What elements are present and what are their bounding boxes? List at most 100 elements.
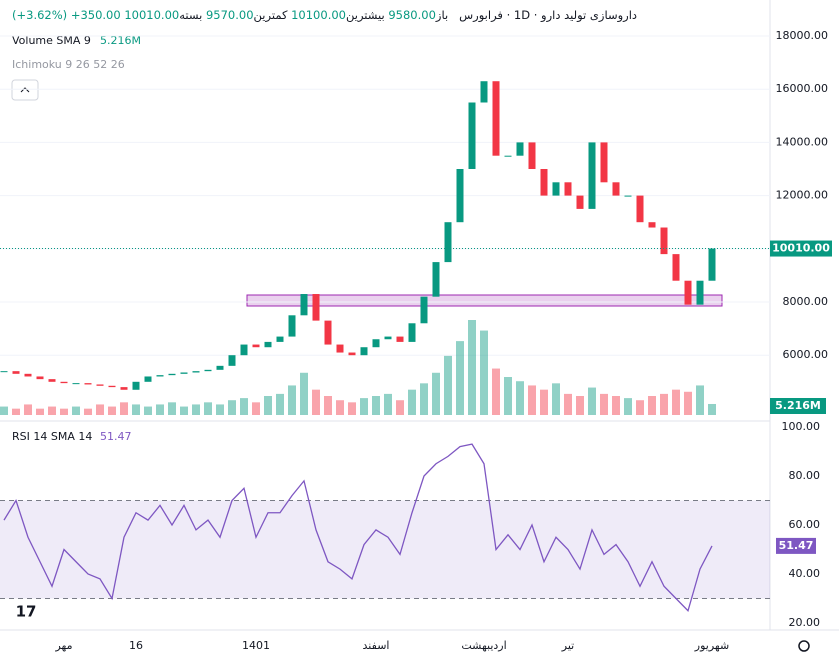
last-price-label: 10010.00 bbox=[772, 242, 830, 255]
x-tick-label: 1401 bbox=[242, 639, 270, 652]
volume-bar bbox=[528, 385, 536, 415]
change: +350.00 bbox=[70, 8, 121, 22]
candle bbox=[540, 169, 548, 196]
candle bbox=[504, 155, 512, 157]
volume-bar bbox=[492, 368, 500, 415]
volume-bar bbox=[468, 320, 476, 415]
candle bbox=[192, 371, 200, 373]
interval: 1D bbox=[513, 8, 531, 22]
candle bbox=[564, 182, 572, 196]
candle bbox=[396, 336, 404, 342]
volume-bar bbox=[336, 400, 344, 415]
volume-bar bbox=[672, 389, 680, 415]
collapse-button[interactable] bbox=[11, 79, 39, 101]
rsi-tag bbox=[776, 537, 816, 554]
open-label: باز bbox=[435, 8, 449, 22]
candle bbox=[420, 296, 428, 324]
volume-bar bbox=[420, 383, 428, 415]
volume-bar bbox=[360, 398, 368, 415]
candle bbox=[384, 336, 392, 340]
volume-bar bbox=[216, 404, 224, 415]
volume-bar bbox=[156, 404, 164, 415]
volume-bar bbox=[192, 404, 200, 415]
volume-tag bbox=[770, 398, 826, 414]
candle bbox=[336, 344, 344, 353]
candle bbox=[216, 365, 224, 370]
volume-bar bbox=[240, 398, 248, 415]
candle bbox=[672, 254, 680, 281]
candle bbox=[468, 102, 476, 169]
candle bbox=[156, 375, 164, 377]
candle bbox=[252, 344, 260, 348]
legend-header: داروسازی تولید دارو · 1D · فرابورس باز95… bbox=[12, 8, 638, 22]
rsi-last: 51.47 bbox=[100, 430, 132, 443]
candle bbox=[300, 294, 308, 316]
volume-bar bbox=[132, 404, 140, 415]
logo-mark: 𝟭𝟳 bbox=[16, 603, 37, 621]
volume-bar bbox=[456, 341, 464, 415]
low-label: کمترین bbox=[253, 8, 288, 22]
candle bbox=[96, 384, 104, 386]
y-tick-label: 20.00 bbox=[789, 616, 821, 629]
x-tick-label: 16 bbox=[129, 639, 143, 652]
rsi-label: RSI 14 SMA 14 bbox=[12, 430, 92, 443]
candle bbox=[276, 336, 284, 342]
volume-bar bbox=[696, 385, 704, 415]
candle bbox=[552, 182, 560, 196]
volume-bar bbox=[24, 404, 32, 415]
y-tick-label: 6000.00 bbox=[783, 348, 829, 361]
open: 9580.00 bbox=[388, 8, 436, 22]
candle bbox=[528, 142, 536, 169]
volume-bar bbox=[660, 393, 668, 415]
volume-bar bbox=[180, 406, 188, 415]
symbol-name: داروسازی تولید دارو bbox=[541, 8, 638, 22]
volume-bar bbox=[264, 396, 272, 415]
candle bbox=[600, 142, 608, 183]
volume-bar bbox=[444, 355, 452, 415]
volume-bar bbox=[516, 381, 524, 415]
candle bbox=[60, 381, 68, 384]
candle bbox=[204, 369, 212, 372]
settings-icon[interactable] bbox=[798, 640, 810, 652]
candle bbox=[288, 315, 296, 337]
volume-label: Volume SMA 9 bbox=[12, 34, 91, 47]
y-tick-label: 8000.00 bbox=[783, 295, 829, 308]
low: 9570.00 bbox=[205, 8, 254, 22]
volume-bar bbox=[504, 377, 512, 415]
ichimoku-label: Ichimoku 9 26 52 26 bbox=[12, 58, 125, 71]
volume-bar bbox=[648, 396, 656, 415]
y-tick-label: 14000.00 bbox=[776, 135, 829, 148]
logo[interactable] bbox=[10, 598, 42, 624]
candle bbox=[444, 222, 452, 263]
x-tick-label: اردیبهشت bbox=[461, 639, 506, 652]
volume-bar bbox=[60, 408, 68, 415]
close: 10010.00 bbox=[124, 8, 180, 22]
candle bbox=[264, 341, 272, 348]
volume-bar bbox=[480, 330, 488, 415]
volume-bar bbox=[300, 372, 308, 415]
zone-rect[interactable] bbox=[246, 294, 723, 307]
candle bbox=[108, 385, 116, 388]
volume-bar bbox=[396, 400, 404, 415]
candle bbox=[588, 142, 596, 209]
volume-bar bbox=[624, 398, 632, 415]
candle bbox=[120, 387, 128, 390]
candle bbox=[660, 227, 668, 255]
volume-bar bbox=[144, 406, 152, 415]
volume-bar bbox=[384, 393, 392, 415]
volume-bar bbox=[312, 389, 320, 415]
close-label: بسته bbox=[179, 8, 203, 22]
volume-bar bbox=[324, 396, 332, 415]
candle bbox=[708, 248, 716, 281]
rsi-tag-label: 51.47 bbox=[779, 539, 814, 552]
volume-bar bbox=[0, 406, 8, 415]
volume-bar bbox=[276, 393, 284, 415]
last-price-tag bbox=[770, 240, 832, 257]
candle bbox=[408, 323, 416, 342]
volume-bar bbox=[432, 372, 440, 415]
high: 10100.00 bbox=[291, 8, 346, 22]
candle bbox=[360, 347, 368, 356]
volume-bar bbox=[684, 391, 692, 415]
candle bbox=[312, 294, 320, 321]
volume-bar bbox=[120, 402, 128, 415]
